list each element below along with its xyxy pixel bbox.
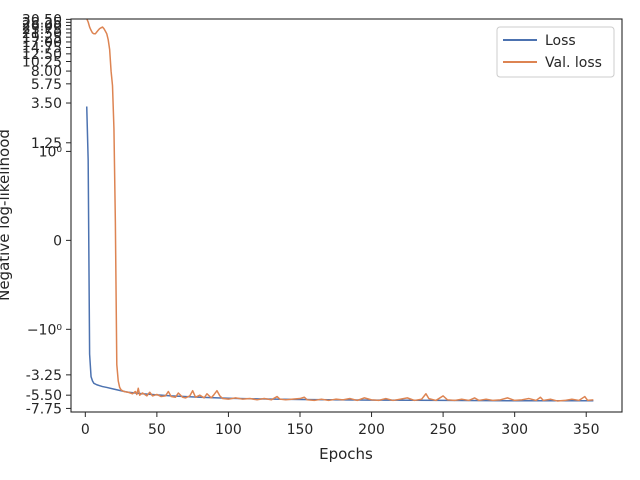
- legend: Loss Val. loss: [496, 26, 615, 78]
- x-tick-label: 300: [501, 422, 528, 438]
- y-tick-label: −10⁰: [27, 322, 63, 338]
- x-tick-label: 150: [287, 422, 314, 438]
- series-val-loss-line: [86, 19, 594, 402]
- legend-label-loss: Loss: [545, 33, 576, 49]
- y-tick-label: 19.25: [22, 30, 62, 46]
- series-loss-line: [85, 106, 594, 402]
- x-tick-label: 0: [81, 422, 90, 438]
- series-layer: [85, 19, 594, 402]
- y-axis-label: Negative log-likelihood: [0, 129, 13, 301]
- y-tick-label: 5.75: [31, 77, 62, 93]
- y-tick-label: -3.25: [26, 368, 62, 384]
- y-tick-label: 14.75: [22, 40, 62, 56]
- x-tick-label: 350: [573, 422, 600, 438]
- plot-frame: [70, 18, 623, 413]
- y-tick-label: 0: [53, 233, 62, 249]
- y-axis-ticks: -7.75-5.50-3.25−10⁰010⁰1.253.505.758.001…: [22, 12, 71, 417]
- legend-label-val-loss: Val. loss: [545, 55, 602, 71]
- y-tick-label: 21.50: [22, 26, 62, 42]
- y-tick-label: -5.50: [26, 388, 62, 404]
- y-tick-label: 17.00: [22, 35, 62, 51]
- x-axis-ticks: 0 50 100 150 200 250 300 350: [81, 412, 600, 438]
- y-tick-label: 28.25: [22, 15, 62, 31]
- y-tick-label: 30.50: [22, 12, 62, 28]
- x-tick-label: 100: [215, 422, 242, 438]
- y-tick-label: 10.25: [22, 55, 62, 71]
- y-tick-label: 8.00: [31, 64, 62, 80]
- x-tick-label: 250: [430, 422, 457, 438]
- y-tick-label: 23.75: [22, 22, 62, 38]
- y-tick-label: -7.75: [26, 401, 62, 417]
- y-tick-label: 26.00: [22, 19, 62, 35]
- y-tick-label: 3.50: [31, 96, 62, 112]
- y-tick-label: 10⁰: [39, 144, 63, 160]
- y-tick-label: 1.25: [31, 136, 62, 152]
- y-tick-label: 12.50: [22, 47, 62, 63]
- x-tick-label: 200: [358, 422, 385, 438]
- x-tick-label: 50: [148, 422, 166, 438]
- x-axis-label: Epochs: [319, 445, 373, 463]
